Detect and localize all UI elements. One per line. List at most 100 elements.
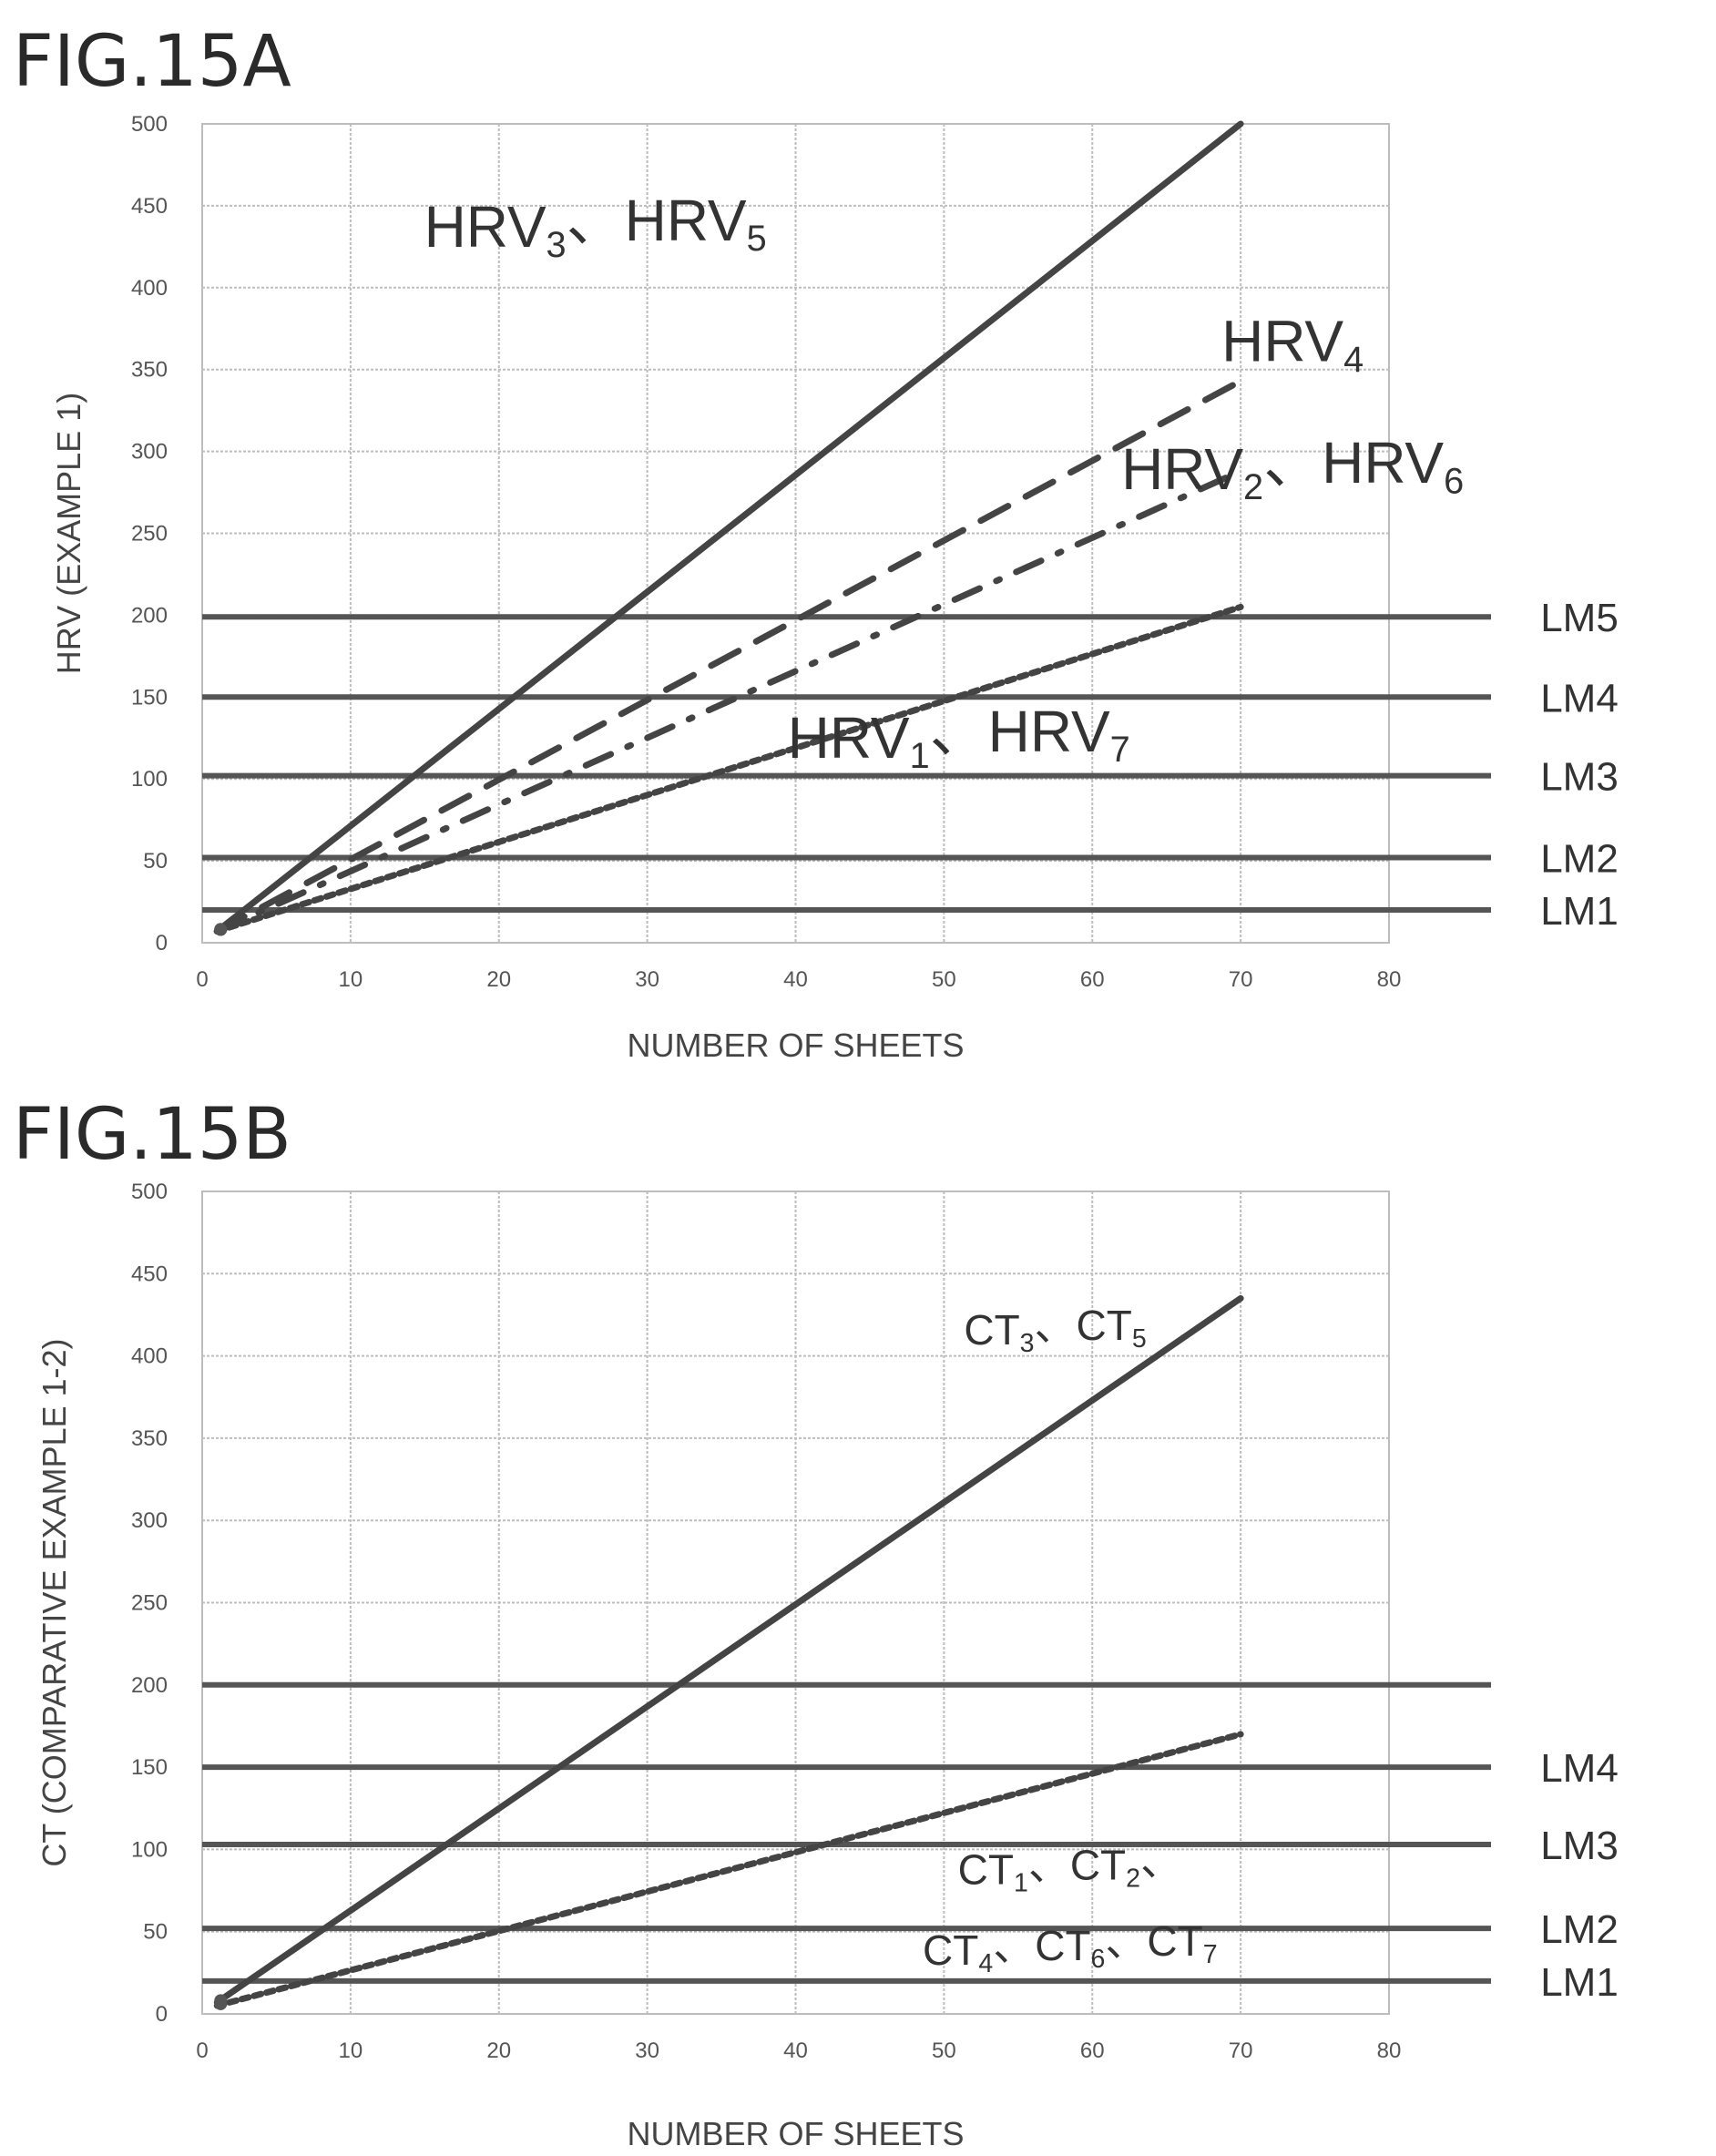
x-tick-label: 40 xyxy=(783,2038,808,2063)
series-line-b_ct35 xyxy=(213,1294,1244,2006)
series-annotation-subscript: 7 xyxy=(1110,730,1130,770)
y-tick-label: 50 xyxy=(143,1920,168,1945)
series-annotation-subscript: 7 xyxy=(1203,1940,1218,1969)
series-annotation-name: HRV xyxy=(1322,430,1444,496)
y-tick-label: 200 xyxy=(131,1673,168,1698)
series-annotation-name: HRV xyxy=(1121,436,1243,502)
series-annotation-separator: 、 xyxy=(1105,1917,1147,1965)
y-tick-label: 100 xyxy=(131,1837,168,1862)
series-annotation-name: HRV xyxy=(424,194,546,260)
limit-line-label: LM2 xyxy=(1540,837,1619,882)
series-line-a_hrv4 xyxy=(213,377,1244,935)
limit-line-label: LM1 xyxy=(1540,1960,1619,2005)
series-annotation-subscript: 4 xyxy=(978,1949,993,1978)
x-tick-label: 10 xyxy=(339,2038,363,2063)
series-annotation: CT4、CT6、CT7 xyxy=(923,1917,1218,1978)
x-tick-label: 0 xyxy=(196,2038,208,2063)
y-axis-title: CT (COMPARATIVE EXAMPLE 1-2) xyxy=(36,1338,73,1866)
series-annotation-separator: 、 xyxy=(993,1922,1035,1969)
series-annotation: CT3、CT5 xyxy=(964,1302,1146,1358)
x-tick-label: 50 xyxy=(932,2038,956,2063)
series-annotation-name: HRV xyxy=(1221,309,1343,374)
y-tick-label: 250 xyxy=(131,522,168,547)
y-axis-title: HRV (EXAMPLE 1) xyxy=(50,393,87,674)
x-tick-label: 50 xyxy=(932,967,956,992)
series-line-a_hrv17 xyxy=(213,603,1244,935)
y-tick-label: 250 xyxy=(131,1591,168,1616)
limit-line-label: LM4 xyxy=(1540,1746,1619,1791)
figure-title-15b: FIG.15B xyxy=(13,1094,291,1176)
x-tick-label: 30 xyxy=(635,2038,659,2063)
y-tick-label: 350 xyxy=(131,358,168,383)
series-annotation: HRV3、HRV5 xyxy=(424,188,767,265)
plot-frame xyxy=(201,1190,1390,2015)
series-annotation-subscript: 1 xyxy=(910,736,930,776)
x-tick-label: 20 xyxy=(486,967,511,992)
series-annotation-separator: 、 xyxy=(1028,1841,1070,1888)
chart-fig-15b: FIG.15B 0 10 20 30 40 50 60 70 80050100150200250… xyxy=(13,1094,1619,2152)
series-line-a_hrv26 xyxy=(213,467,1244,935)
series-annotation-subscript: 6 xyxy=(1444,461,1464,501)
plot-frame xyxy=(201,123,1390,944)
x-tick-label: 70 xyxy=(1229,967,1253,992)
x-tick-label: 10 xyxy=(339,967,363,992)
series-annotation: HRV1、HRV7 xyxy=(788,699,1130,776)
limit-line-label: LM2 xyxy=(1540,1907,1619,1952)
limit-line-label: LM4 xyxy=(1540,676,1619,720)
series-annotation: HRV4 xyxy=(1221,309,1364,380)
y-tick-label: 50 xyxy=(143,849,168,874)
y-tick-label: 150 xyxy=(131,685,168,710)
series-annotation-name: CT xyxy=(923,1926,978,1974)
series-start-point xyxy=(214,1997,228,2010)
limit-line-label: LM3 xyxy=(1540,755,1619,800)
series-annotation-name: CT xyxy=(958,1845,1014,1893)
limit-line-label: LM3 xyxy=(1540,1824,1619,1868)
x-axis-title: NUMBER OF SHEETS xyxy=(627,2115,964,2152)
x-tick-label: 60 xyxy=(1080,2038,1105,2063)
y-tick-label: 100 xyxy=(131,767,168,792)
y-tick-label: 400 xyxy=(131,276,168,301)
series-annotation-subscript: 3 xyxy=(1020,1329,1035,1358)
y-tick-label: 150 xyxy=(131,1755,168,1780)
series-annotation-name: CT xyxy=(1077,1302,1132,1349)
series-annotation-subscript: 5 xyxy=(747,219,767,259)
y-tick-label: 450 xyxy=(131,194,168,219)
series-annotation-name: CT xyxy=(1147,1917,1202,1965)
series-annotation-subscript: 1 xyxy=(1014,1868,1028,1897)
series-line-b_ct_rest xyxy=(213,1731,1244,2009)
y-tick-label: 0 xyxy=(156,2002,168,2027)
series-annotation-subscript: 2 xyxy=(1243,467,1263,507)
chart-fig-15a: FIG.15A 0 10 20 30 40 50 60 70 80050100150200250… xyxy=(13,21,1619,1064)
series-annotation-separator: 、 xyxy=(1140,1837,1182,1885)
series-annotation: HRV2、HRV6 xyxy=(1121,430,1464,507)
series-annotation: CT1、CT2、 xyxy=(958,1837,1182,1898)
series-annotation-name: CT xyxy=(964,1306,1019,1354)
series-annotation-subscript: 3 xyxy=(546,225,567,265)
y-tick-label: 0 xyxy=(156,931,168,955)
y-tick-label: 450 xyxy=(131,1262,168,1286)
series-annotation-name: HRV xyxy=(625,188,747,253)
series-line-a_hrv35 xyxy=(213,120,1244,935)
y-tick-label: 200 xyxy=(131,603,168,628)
series-annotation-subscript: 4 xyxy=(1343,340,1364,380)
x-tick-label: 40 xyxy=(783,967,808,992)
y-tick-label: 500 xyxy=(131,112,168,137)
series-annotation-name: HRV xyxy=(988,699,1110,764)
series-annotation-subscript: 6 xyxy=(1091,1945,1106,1974)
x-tick-label: 30 xyxy=(635,967,659,992)
series-annotation-name: CT xyxy=(1070,1841,1126,1888)
x-tick-label: 0 xyxy=(196,967,208,992)
series-annotation-name: HRV xyxy=(788,705,910,771)
figure-title-15a: FIG.15A xyxy=(13,21,291,103)
x-axis-title: NUMBER OF SHEETS xyxy=(627,1027,964,1064)
series-annotation-name: CT xyxy=(1035,1922,1090,1969)
x-tick-label: 80 xyxy=(1377,2038,1402,2063)
y-tick-label: 300 xyxy=(131,440,168,465)
series-annotation-separator: 、 xyxy=(1035,1302,1077,1349)
y-tick-label: 400 xyxy=(131,1344,168,1369)
x-tick-label: 20 xyxy=(486,2038,511,2063)
limit-line-label: LM1 xyxy=(1540,889,1619,934)
x-tick-label: 80 xyxy=(1377,967,1402,992)
x-tick-label: 60 xyxy=(1080,967,1105,992)
